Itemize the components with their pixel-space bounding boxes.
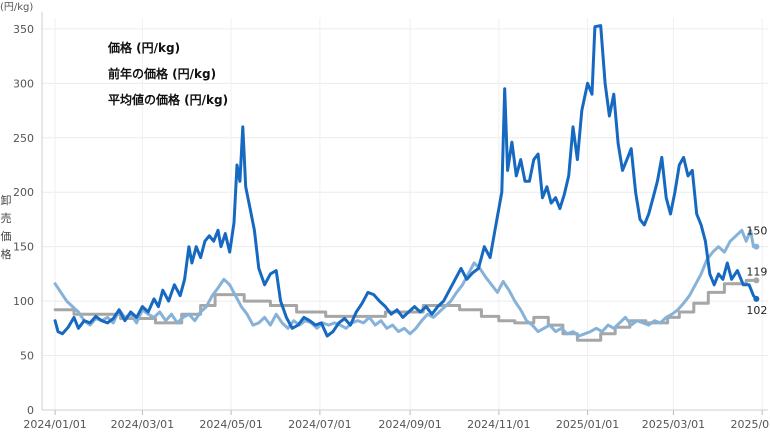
x-tick-label: 2025/03/01 <box>642 418 705 431</box>
series-line-1 <box>53 228 758 338</box>
x-tick-label: 2025/01/01 <box>556 418 619 431</box>
y-tick-label: 300 <box>13 77 34 90</box>
x-tick-label: 2024/03/01 <box>111 418 174 431</box>
series-end-point-1 <box>753 243 760 250</box>
y-tick-label: 50 <box>20 350 34 363</box>
y-unit-label: (円/kg) <box>0 2 33 13</box>
y-tick-label: 350 <box>13 23 34 36</box>
end-label-0: 102 <box>746 304 767 317</box>
y-tick-label: 150 <box>13 241 34 254</box>
end-labels: 150 119 102 <box>746 225 767 317</box>
y-tick-label: 200 <box>13 186 34 199</box>
series-end-point-2 <box>753 277 760 284</box>
y-tick-label: 0 <box>27 404 34 417</box>
legend-item-2: 平均値の価格 (円/kg) <box>108 92 228 107</box>
x-tick-label: 2024/01/01 <box>23 418 86 431</box>
series-line-2 <box>53 278 758 342</box>
legend-item-1: 前年の価格 (円/kg) <box>108 66 216 81</box>
y-tick-label: 250 <box>13 132 34 145</box>
series <box>53 24 760 342</box>
legend: 価格 (円/kg) 前年の価格 (円/kg) 平均値の価格 (円/kg) <box>107 40 228 107</box>
x-tick-label: 2024/11/01 <box>467 418 530 431</box>
end-label-2: 119 <box>746 265 767 278</box>
y-tick-label: 100 <box>13 295 34 308</box>
x-tick-label: 2024/05/01 <box>199 418 262 431</box>
x-tick-label: 2024/07/01 <box>288 418 351 431</box>
end-label-1: 150 <box>746 225 767 238</box>
y-axis-title: 卸売価格 <box>1 193 12 261</box>
x-tick-label: 2025/05/01 <box>730 418 770 431</box>
series-end-point-0 <box>753 295 760 302</box>
axes: 0 50 100 150 200 250 300 350 2024/01/01 2024/03/0… <box>0 2 770 431</box>
legend-item-0: 価格 (円/kg) <box>107 40 180 55</box>
x-tick-label: 2024/09/01 <box>378 418 441 431</box>
series-line-0 <box>53 24 758 338</box>
